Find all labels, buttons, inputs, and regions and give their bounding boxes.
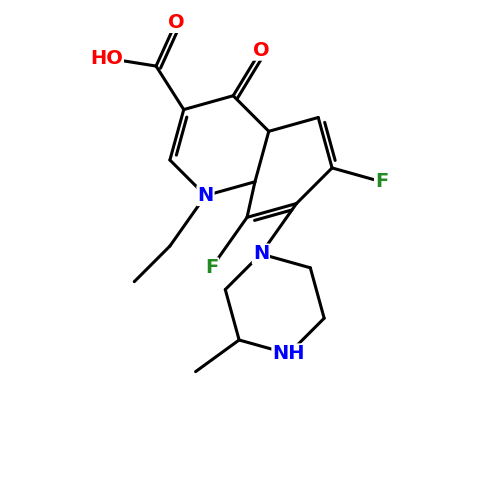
Text: F: F [205, 258, 218, 278]
Text: O: O [252, 40, 269, 60]
Text: NH: NH [272, 344, 305, 364]
Text: N: N [253, 244, 269, 264]
Text: N: N [198, 186, 214, 205]
Text: F: F [375, 172, 388, 192]
Text: O: O [168, 13, 184, 32]
Text: HO: HO [90, 48, 123, 68]
